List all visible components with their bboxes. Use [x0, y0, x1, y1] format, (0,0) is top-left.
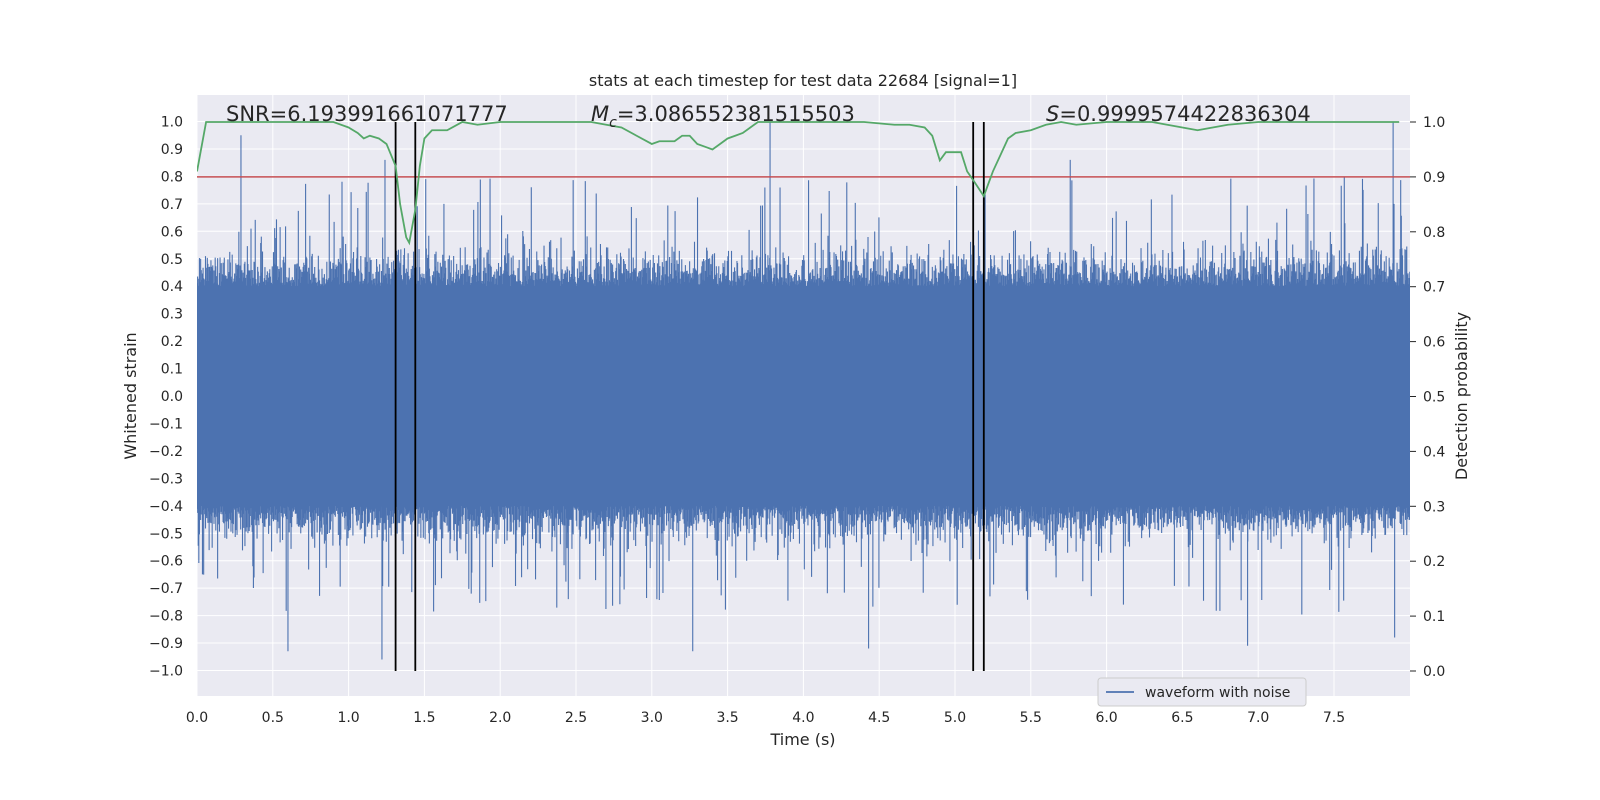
- waveform-line: [197, 121, 1410, 660]
- y2-tick-label: 0.9: [1423, 170, 1445, 186]
- y-tick-label: −0.5: [149, 526, 183, 542]
- chart-title: stats at each timestep for test data 226…: [589, 71, 1017, 90]
- x-tick-label: 5.5: [1020, 710, 1042, 726]
- x-tick-label: 1.0: [337, 710, 359, 726]
- y-tick-label: 0.2: [161, 334, 183, 350]
- x-tick-label: 4.5: [868, 710, 890, 726]
- x-tick-label: 6.5: [1171, 710, 1193, 726]
- y2-tick-label: 0.0: [1423, 664, 1445, 680]
- x-tick-label: 7.0: [1247, 710, 1269, 726]
- waveform-series: [197, 121, 1410, 660]
- y-tick-label: 0.5: [161, 252, 183, 268]
- legend-label: waveform with noise: [1145, 685, 1290, 701]
- x-tick-label: 1.5: [413, 710, 435, 726]
- y-tick-label: −0.2: [149, 444, 183, 460]
- x-tick-label: 2.0: [489, 710, 511, 726]
- y2-tick-label: 0.3: [1423, 499, 1445, 515]
- y-tick-label: 0.0: [161, 389, 183, 405]
- x-tick-label: 3.0: [641, 710, 663, 726]
- y-tick-label: −0.4: [149, 499, 183, 515]
- snr-annotation: SNR=6.193991661071777: [226, 102, 508, 126]
- y-tick-label: 0.6: [161, 224, 183, 240]
- y-tick-label: 1.0: [161, 115, 183, 131]
- x-tick-label: 5.0: [944, 710, 966, 726]
- y2-tick-label: 0.4: [1423, 444, 1445, 460]
- x-tick-label: 3.5: [716, 710, 738, 726]
- y-tick-label: −0.6: [149, 554, 183, 570]
- y-tick-label: −0.1: [149, 416, 183, 432]
- y2-axis-label: Detection probability: [1452, 312, 1471, 480]
- y-tick-label: −1.0: [149, 664, 183, 680]
- s-annotation: S=0.9999574422836304: [1046, 102, 1311, 126]
- y-tick-label: 0.3: [161, 307, 183, 323]
- legend: waveform with noise: [1097, 677, 1307, 707]
- y-axis-label: Whitened strain: [121, 332, 140, 459]
- x-tick-label: 0.5: [262, 710, 284, 726]
- x-tick-label: 7.5: [1323, 710, 1345, 726]
- x-tick-label: 6.0: [1095, 710, 1117, 726]
- ticks: 0.0 0.5 1.0 1.5 2.0 2.5 3.0 3.5 4.0 4.5 5.0 5.5 6.0 6…: [149, 115, 1445, 727]
- x-tick-label: 0.0: [186, 710, 208, 726]
- y-tick-label: −0.8: [149, 609, 183, 625]
- probability-line: [197, 121, 1400, 246]
- y2-tick-label: 0.8: [1423, 225, 1445, 241]
- x-tick-label: 4.0: [792, 710, 814, 726]
- y-tick-label: 0.8: [161, 169, 183, 185]
- chirp-mass-annotation: Mc=3.086552381515503: [591, 102, 855, 131]
- y2-tick-label: 0.6: [1423, 335, 1445, 351]
- y2-tick-label: 0.7: [1423, 280, 1445, 296]
- y-tick-label: 0.4: [161, 279, 183, 295]
- y-tick-label: 0.9: [161, 142, 183, 158]
- y-tick-label: −0.9: [149, 636, 183, 652]
- y-tick-label: 0.7: [161, 197, 183, 213]
- y2-tick-label: 1.0: [1423, 115, 1445, 131]
- y-tick-label: −0.7: [149, 581, 183, 597]
- y-tick-label: −0.3: [149, 471, 183, 487]
- legend-box: [1097, 677, 1307, 707]
- x-axis-label: Time (s): [769, 730, 835, 749]
- overlay: [197, 121, 1410, 671]
- x-tick-label: 2.5: [565, 710, 587, 726]
- y-tick-label: 0.1: [161, 362, 183, 378]
- y2-tick-label: 0.1: [1423, 609, 1445, 625]
- y2-tick-label: 0.2: [1423, 554, 1445, 570]
- y2-tick-label: 0.5: [1423, 390, 1445, 406]
